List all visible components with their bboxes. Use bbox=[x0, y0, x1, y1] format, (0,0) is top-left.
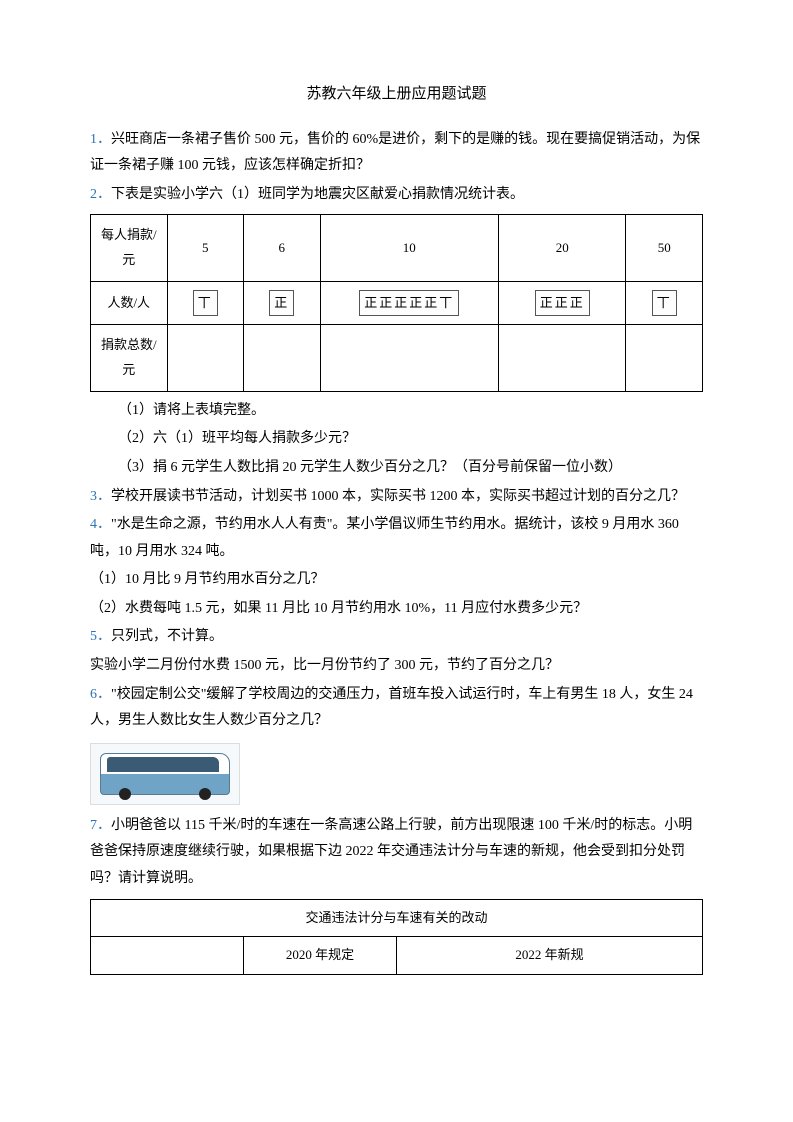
q4-sub2: （2）水费每吨 1.5 元，如果 11 月比 10 月节约用水 10%，11 月… bbox=[90, 596, 703, 623]
table-cell bbox=[91, 937, 244, 975]
tally-mark: 正正正正正丅 bbox=[359, 290, 459, 317]
question-1: 1．兴旺商店一条裙子售价 500 元，售价的 60%是进价，剩下的是赚的钱。现在… bbox=[90, 127, 703, 180]
tally-mark: 正 bbox=[269, 290, 294, 317]
q2-sub1: （1）请将上表填完整。 bbox=[90, 398, 703, 425]
table-cell: 丅 bbox=[167, 281, 244, 325]
q3-text: 学校开展读书节活动，计划买书 1000 本，实际买书 1200 本，实际买书超过… bbox=[111, 489, 685, 504]
table-row: 捐款总数/元 bbox=[91, 325, 703, 391]
bus-window-icon bbox=[107, 757, 219, 772]
q7-number: 7． bbox=[90, 818, 111, 833]
table-cell: 20 bbox=[499, 215, 626, 281]
table-row: 2020 年规定 2022 年新规 bbox=[91, 937, 703, 975]
table-header-cell: 捐款总数/元 bbox=[91, 325, 168, 391]
question-5-lead: 5．只列式，不计算。 bbox=[90, 624, 703, 651]
wheel-icon bbox=[119, 788, 131, 800]
table-cell: 正正正正正丅 bbox=[320, 281, 499, 325]
q4-lead-text: "水是生命之源，节约用水人人有责"。某小学倡议师生节约用水。据统计，该校 9 月… bbox=[90, 517, 679, 559]
q2-sub2: （2）六（1）班平均每人捐款多少元？ bbox=[90, 426, 703, 453]
table-row: 每人捐款/元 5 6 10 20 50 bbox=[91, 215, 703, 281]
q5-number: 5． bbox=[90, 629, 111, 644]
table-row: 人数/人 丅 正 正正正正正丅 正正正 丅 bbox=[91, 281, 703, 325]
q6-number: 6． bbox=[90, 687, 111, 702]
table-cell bbox=[167, 325, 244, 391]
q1-text: 兴旺商店一条裙子售价 500 元，售价的 60%是进价，剩下的是赚的钱。现在要搞… bbox=[90, 132, 700, 174]
table-row: 交通违法计分与车速有关的改动 bbox=[91, 899, 703, 937]
table-cell: 正 bbox=[244, 281, 321, 325]
question-7: 7．小明爸爸以 115 千米/时的车速在一条高速公路上行驶，前方出现限速 100… bbox=[90, 813, 703, 893]
table-cell: 10 bbox=[320, 215, 499, 281]
table-cell: 丅 bbox=[626, 281, 703, 325]
traffic-rule-table: 交通违法计分与车速有关的改动 2020 年规定 2022 年新规 bbox=[90, 899, 703, 975]
question-6: 6．"校园定制公交"缓解了学校周边的交通压力，首班车投入试运行时，车上有男生 1… bbox=[90, 682, 703, 735]
q2-lead-text: 下表是实验小学六（1）班同学为地震灾区献爱心捐款情况统计表。 bbox=[111, 187, 524, 202]
table-header-cell: 交通违法计分与车速有关的改动 bbox=[91, 899, 703, 937]
question-3: 3．学校开展读书节活动，计划买书 1000 本，实际买书 1200 本，实际买书… bbox=[90, 484, 703, 511]
table-cell bbox=[626, 325, 703, 391]
wheel-icon bbox=[199, 788, 211, 800]
tally-mark: 正正正 bbox=[535, 290, 590, 317]
q2-number: 2． bbox=[90, 187, 111, 202]
q6-text: "校园定制公交"缓解了学校周边的交通压力，首班车投入试运行时，车上有男生 18 … bbox=[90, 687, 693, 729]
q7-text: 小明爸爸以 115 千米/时的车速在一条高速公路上行驶，前方出现限速 100 千… bbox=[90, 818, 692, 886]
table-cell: 2022 年新规 bbox=[397, 937, 703, 975]
table-cell bbox=[499, 325, 626, 391]
table-cell: 5 bbox=[167, 215, 244, 281]
table-header-cell: 人数/人 bbox=[91, 281, 168, 325]
table-header-cell: 每人捐款/元 bbox=[91, 215, 168, 281]
q4-number: 4． bbox=[90, 517, 111, 532]
q3-number: 3． bbox=[90, 489, 111, 504]
table-cell bbox=[320, 325, 499, 391]
q5-lead-text: 只列式，不计算。 bbox=[111, 629, 223, 644]
q4-sub1: （1）10 月比 9 月节约用水百分之几？ bbox=[90, 567, 703, 594]
tally-mark: 丅 bbox=[193, 290, 218, 317]
q5-text: 实验小学二月份付水费 1500 元，比一月份节约了 300 元，节约了百分之几？ bbox=[90, 653, 703, 680]
document-title: 苏教六年级上册应用题试题 bbox=[90, 80, 703, 109]
table-cell bbox=[244, 325, 321, 391]
bus-image bbox=[90, 743, 240, 805]
q2-sub3: （3）捐 6 元学生人数比捐 20 元学生人数少百分之几？（百分号前保留一位小数… bbox=[90, 455, 703, 482]
table-cell: 正正正 bbox=[499, 281, 626, 325]
bus-body-icon bbox=[100, 753, 230, 795]
question-4-lead: 4．"水是生命之源，节约用水人人有责"。某小学倡议师生节约用水。据统计，该校 9… bbox=[90, 512, 703, 565]
tally-mark: 丅 bbox=[652, 290, 677, 317]
table-cell: 6 bbox=[244, 215, 321, 281]
table-cell: 2020 年规定 bbox=[244, 937, 397, 975]
question-2-lead: 2．下表是实验小学六（1）班同学为地震灾区献爱心捐款情况统计表。 bbox=[90, 182, 703, 209]
table-cell: 50 bbox=[626, 215, 703, 281]
q1-number: 1． bbox=[90, 132, 111, 147]
donation-table: 每人捐款/元 5 6 10 20 50 人数/人 丅 正 正正正正正丅 正正正 … bbox=[90, 214, 703, 391]
